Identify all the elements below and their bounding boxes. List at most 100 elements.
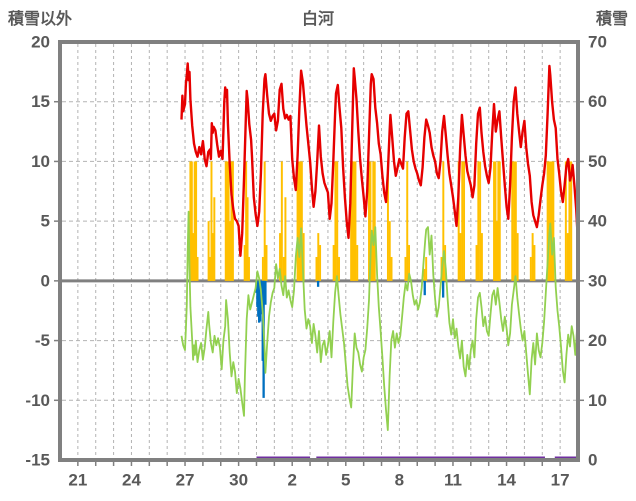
y-right-tick-label: 60 (588, 92, 607, 111)
orange-bars-bar (227, 161, 230, 281)
orange-bars-bar (370, 233, 373, 281)
orange-bars-bar (549, 161, 552, 281)
orange-bars-bar (511, 161, 514, 281)
orange-bars-bar (495, 221, 498, 281)
orange-bars-bar (300, 161, 303, 281)
right-axis-title: 積雪 (595, 11, 628, 28)
orange-bars-bar (477, 161, 480, 281)
orange-bars-bar (533, 245, 536, 281)
x-tick-label: 5 (341, 471, 350, 490)
orange-bars-bar (189, 161, 192, 281)
orange-bars-bar (243, 245, 246, 281)
y-left-tick-label: -5 (35, 331, 50, 350)
orange-bars-bar (332, 245, 335, 281)
orange-bars-bar (493, 161, 496, 281)
orange-bars-bar (302, 233, 305, 281)
orange-bars-bar (388, 221, 391, 281)
orange-bars-bar (192, 233, 195, 281)
y-right-tick-label: 20 (588, 331, 607, 350)
x-tick-label: 24 (122, 471, 141, 490)
y-right-tick-label: 70 (588, 33, 607, 52)
orange-bars-bar (550, 161, 553, 281)
left-axis-title: 積雪以外 (8, 11, 73, 28)
orange-bars-bar (336, 161, 339, 281)
orange-bars-series (189, 161, 573, 281)
orange-bars-bar (514, 161, 517, 281)
orange-bars-bar (196, 256, 199, 281)
orange-bars-bar (480, 233, 483, 281)
orange-bars-bar (531, 233, 534, 281)
orange-bars-bar (350, 161, 353, 281)
y-right-tick-label: 10 (588, 391, 607, 410)
orange-bars-bar (284, 197, 287, 281)
orange-bars-bar (280, 161, 283, 281)
y-right-tick-label: 0 (588, 451, 597, 470)
y-left-tick-label: 20 (31, 33, 50, 52)
orange-bars-bar (338, 256, 340, 281)
y-right-tick-label: 30 (588, 271, 607, 290)
orange-bars-bar (210, 161, 213, 281)
orange-bars-bar (247, 256, 250, 281)
x-tick-label: 21 (68, 471, 87, 490)
orange-bars-bar (213, 197, 216, 281)
orange-bars-bar (479, 161, 482, 281)
x-tick-label: 17 (551, 471, 570, 490)
orange-bars-bar (442, 161, 445, 281)
blue-bars-bar (264, 280, 267, 305)
y-left-tick-label: 10 (31, 152, 50, 171)
y-right-tick-label: 40 (588, 212, 607, 231)
orange-bars-bar (390, 256, 393, 281)
orange-bars-bar (353, 161, 355, 281)
orange-bars-bar (231, 161, 234, 281)
orange-bars-bar (369, 161, 372, 281)
x-tick-label: 27 (176, 471, 195, 490)
orange-bars-bar (224, 161, 227, 281)
orange-bars-bar (457, 161, 460, 281)
orange-bars-bar (315, 256, 318, 281)
blue-bars-bar (423, 280, 426, 296)
orange-bars-bar (209, 256, 212, 281)
orange-bars-bar (334, 161, 337, 281)
orange-bars-bar (546, 161, 549, 281)
blue-bars-series (255, 280, 445, 398)
y-left-tick-label: 0 (41, 271, 50, 290)
x-tick-label: 30 (229, 471, 248, 490)
orange-bars-bar (230, 161, 233, 281)
orange-bars-bar (564, 161, 567, 281)
orange-bars-bar (319, 245, 322, 281)
orange-bars-bar (548, 161, 551, 281)
x-tick-label: 8 (395, 471, 404, 490)
y-left-tick-label: 15 (31, 92, 50, 111)
orange-bars-bar (265, 245, 268, 281)
orange-bars-bar (299, 161, 302, 281)
orange-bars-bar (404, 256, 407, 281)
orange-bars-bar (356, 245, 359, 281)
orange-bars-bar (296, 161, 299, 281)
orange-bars-bar (279, 233, 282, 281)
orange-bars-bar (190, 161, 193, 281)
orange-bars-bar (226, 161, 229, 281)
orange-bars-bar (552, 161, 555, 281)
orange-bars-bar (351, 161, 354, 281)
orange-bars-bar (459, 233, 462, 281)
orange-bars-bar (463, 161, 466, 281)
red-line-series (180, 62, 580, 258)
orange-bars-bar (529, 256, 532, 281)
orange-bars-bar (207, 221, 210, 281)
green-line-series (180, 210, 579, 432)
orange-bars-bar (317, 233, 320, 281)
orange-bars-bar (263, 161, 266, 281)
orange-bars-bar (570, 161, 573, 281)
orange-bars-bar (373, 161, 376, 281)
y-left-tick-label: 5 (41, 212, 50, 231)
plot-border (58, 40, 580, 462)
green-line (180, 210, 579, 432)
x-tick-label: 11 (444, 471, 462, 490)
y-right-tick-label: 50 (588, 152, 607, 171)
orange-bars-bar (461, 161, 464, 281)
y-left-tick-label: -15 (25, 451, 50, 470)
orange-bars-bar (425, 256, 428, 281)
x-tick-label: 14 (497, 471, 516, 490)
